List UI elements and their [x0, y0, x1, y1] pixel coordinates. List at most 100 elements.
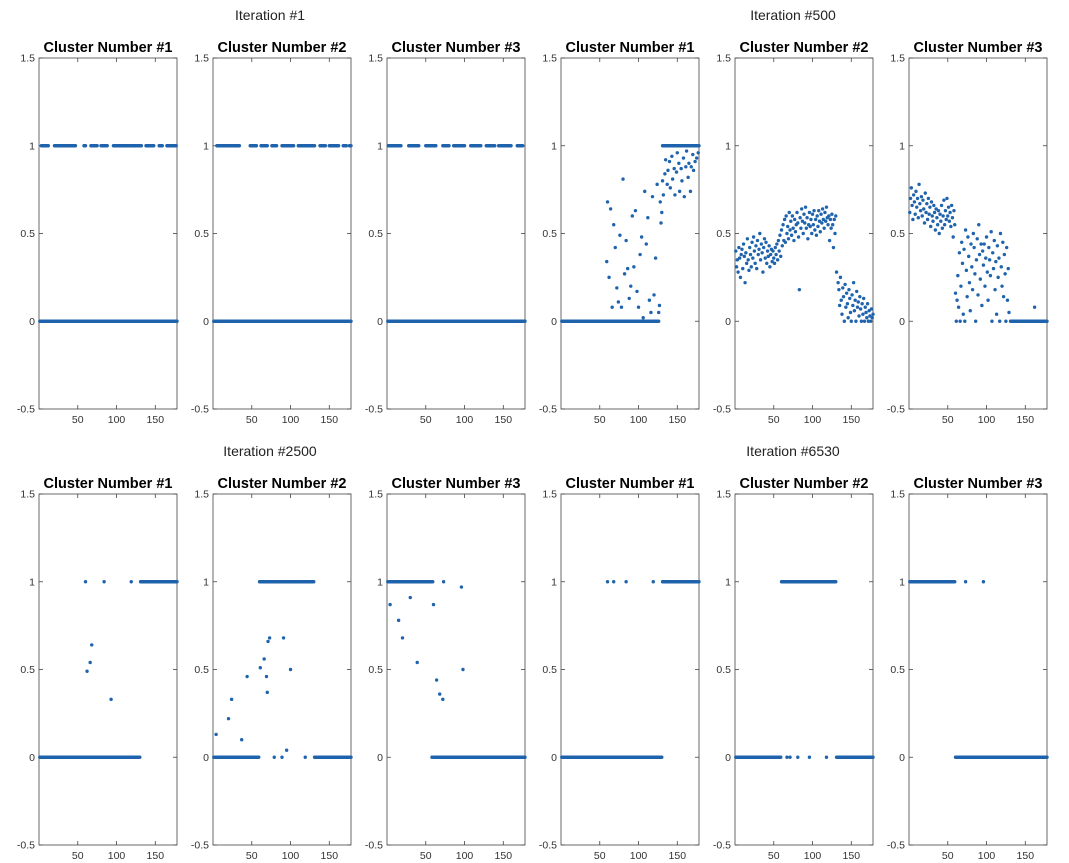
data-point — [777, 249, 781, 253]
data-point — [434, 678, 439, 682]
data-point — [772, 256, 776, 260]
data-point — [785, 231, 789, 236]
data-point — [801, 231, 805, 236]
data-point — [953, 223, 957, 227]
x-tick-label: 150 — [147, 850, 165, 862]
data-point — [972, 245, 976, 250]
data-point — [459, 585, 464, 589]
data-point — [783, 240, 788, 244]
data-point — [605, 580, 610, 584]
y-tick-label: 1.5 — [194, 53, 209, 65]
y-tick-label: 0 — [203, 752, 209, 764]
group-title-iteration-2500: Iteration #2500 — [223, 443, 317, 459]
data-point — [744, 251, 748, 255]
data-point — [670, 177, 675, 181]
data-point — [993, 287, 997, 292]
data-point — [979, 242, 983, 246]
data-point — [998, 231, 1003, 236]
data-points — [38, 580, 179, 759]
data-point — [775, 258, 780, 262]
data-point — [939, 219, 943, 223]
data-point — [619, 305, 624, 309]
data-point — [520, 144, 525, 148]
plot-frame — [38, 493, 178, 846]
data-point — [349, 319, 353, 323]
data-point — [838, 275, 843, 280]
data-point — [832, 217, 836, 222]
data-point — [818, 230, 822, 234]
data-points — [212, 580, 353, 759]
data-point — [831, 245, 836, 250]
data-point — [312, 144, 317, 148]
data-point — [865, 316, 869, 320]
data-point — [83, 144, 88, 148]
data-point — [660, 179, 665, 183]
data-point — [796, 221, 800, 225]
data-point — [632, 265, 636, 269]
data-point — [870, 316, 874, 320]
panel-title: Cluster Number #3 — [392, 40, 521, 56]
data-point — [1006, 266, 1010, 271]
y-tick-label: 1.5 — [716, 53, 731, 65]
data-point — [800, 219, 805, 223]
data-point — [73, 144, 78, 148]
y-tick-label: 1 — [203, 576, 209, 588]
data-point — [651, 580, 655, 584]
data-point — [622, 272, 627, 276]
data-point — [239, 738, 244, 742]
y-tick-label: 0.5 — [194, 228, 209, 240]
data-point — [523, 319, 527, 323]
data-point — [977, 223, 981, 227]
y-tick-label: -0.5 — [17, 404, 35, 416]
data-point — [749, 265, 753, 269]
data-point — [751, 235, 756, 239]
data-point — [797, 287, 802, 292]
data-point — [265, 144, 269, 148]
data-point — [860, 302, 864, 306]
data-point — [461, 667, 465, 672]
data-point — [966, 254, 971, 259]
data-point — [635, 289, 639, 294]
data-point — [924, 210, 928, 215]
data-point — [909, 186, 914, 190]
data-points — [38, 144, 179, 323]
data-point — [965, 294, 969, 299]
data-point — [1007, 310, 1011, 315]
data-point — [741, 266, 745, 271]
data-point — [950, 216, 955, 220]
data-point — [854, 319, 858, 323]
data-point — [652, 293, 656, 297]
data-point — [811, 223, 816, 227]
data-point — [1001, 240, 1005, 244]
data-point — [917, 182, 921, 187]
data-point — [668, 186, 673, 190]
data-point — [684, 165, 688, 169]
data-point — [776, 238, 781, 243]
data-point — [844, 305, 848, 309]
data-point — [945, 196, 949, 201]
data-point — [639, 235, 644, 239]
data-point — [956, 305, 961, 309]
data-point — [937, 231, 941, 236]
data-point — [787, 210, 791, 215]
data-points — [560, 144, 701, 323]
data-point — [755, 266, 759, 271]
data-point — [819, 212, 823, 216]
data-point — [349, 144, 353, 148]
x-tick-label: 50 — [942, 850, 954, 862]
y-tick-label: 0.5 — [542, 228, 557, 240]
y-tick-label: 1.5 — [194, 489, 209, 501]
y-tick-label: 1 — [551, 576, 557, 588]
data-point — [833, 231, 837, 236]
data-point — [843, 282, 847, 287]
data-point — [817, 208, 821, 213]
panel-title: Cluster Number #2 — [218, 40, 347, 56]
data-point — [938, 212, 942, 216]
data-point — [754, 244, 758, 248]
data-point — [607, 275, 611, 280]
data-point — [827, 214, 831, 218]
data-point — [824, 205, 829, 209]
data-point — [914, 189, 918, 194]
plot-frame — [560, 57, 700, 410]
data-point — [949, 203, 954, 208]
